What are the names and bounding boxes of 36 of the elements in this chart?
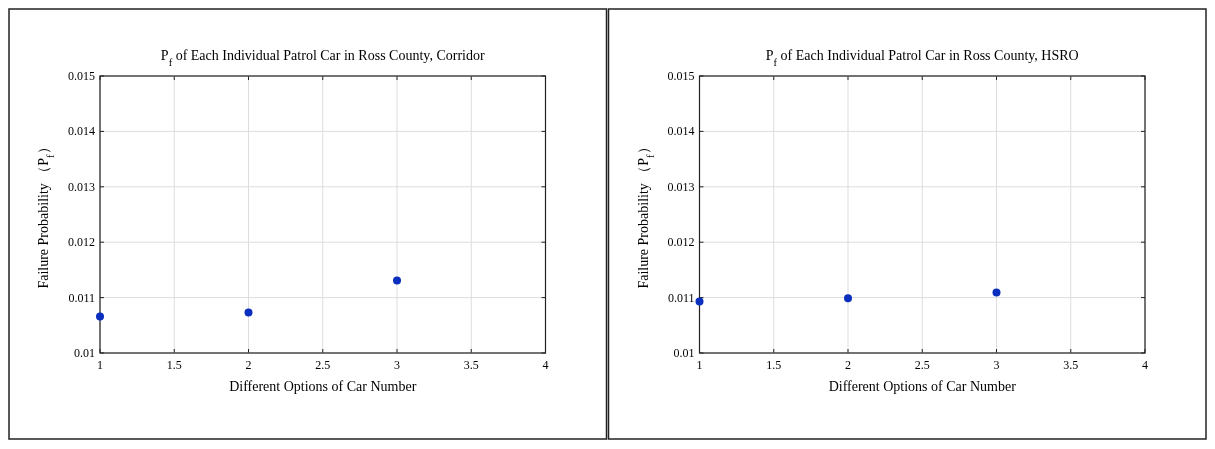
- x-tick-label: 2: [845, 358, 851, 372]
- x-tick-label: 4: [542, 358, 549, 372]
- chart-title: P$_{f}$ of Each Individual Patrol Car in Ross County, Corridor: [160, 48, 485, 68]
- x-tick-label: 4: [1142, 358, 1148, 372]
- x-tick-label: 3.5: [1063, 358, 1079, 372]
- point: [992, 288, 1001, 297]
- x-tick-label: 1: [97, 358, 103, 372]
- x-tick-label: 3.5: [463, 358, 479, 372]
- x-axis-title: Different Options of Car Number: [229, 379, 417, 394]
- y-tick-label: 0.015: [68, 69, 95, 83]
- y-tick-label: 0.014: [68, 124, 95, 139]
- point: [244, 308, 253, 317]
- x-tick-label: 2.5: [315, 358, 331, 372]
- y-tick-label: 0.012: [68, 235, 95, 250]
- x-axis-title: Different Options of Car Number: [828, 379, 1017, 394]
- y-tick-label: 0.01: [673, 346, 695, 360]
- chart-title: P$_{f}$ of Each Individual Patrol Car in Ross County, HSRO: [765, 48, 1079, 68]
- y-tick-label: 0.014: [667, 124, 695, 139]
- x-tick-label: 3: [993, 358, 1000, 372]
- point: [695, 297, 704, 306]
- y-tick-label: 0.011: [667, 290, 695, 305]
- y-tick-label: 0.012: [667, 235, 695, 250]
- x-tick-label: 2: [245, 358, 252, 372]
- y-tick-label: 0.013: [68, 179, 95, 194]
- point: [844, 294, 852, 303]
- x-tick-label: 2.5: [914, 358, 930, 372]
- x-tick-label: 1.5: [166, 358, 182, 372]
- x-tick-label: 1.5: [766, 358, 782, 372]
- y-tick-label: 0.015: [667, 69, 695, 83]
- y-tick-label: 0.013: [667, 179, 695, 194]
- point: [96, 312, 104, 321]
- x-tick-label: 3: [394, 358, 400, 372]
- point: [393, 276, 401, 285]
- x-tick-label: 1: [696, 358, 703, 372]
- y-tick-label: 0.01: [74, 346, 95, 360]
- y-tick-label: 0.011: [68, 290, 95, 305]
